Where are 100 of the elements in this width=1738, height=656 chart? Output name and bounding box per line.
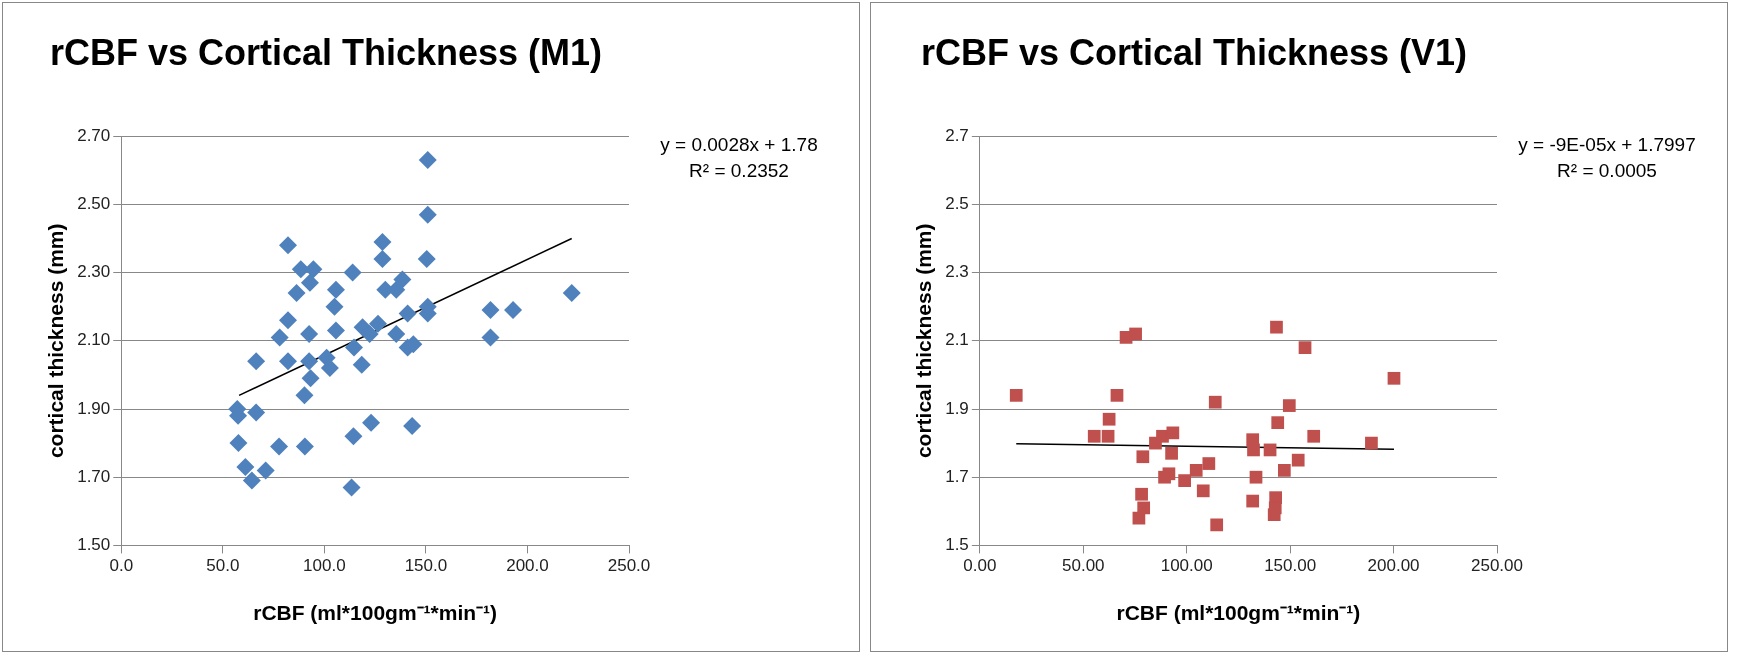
y-tick-label: 2.7 xyxy=(945,125,969,145)
point xyxy=(236,457,255,476)
point xyxy=(247,352,266,371)
y-tick-label: 1.9 xyxy=(945,398,969,418)
y-tick-label: 2.1 xyxy=(945,330,969,350)
y-tick-label: 1.90 xyxy=(77,398,111,418)
text: R² = 0.2352 xyxy=(689,159,789,181)
point xyxy=(1129,327,1142,341)
point xyxy=(1387,371,1401,385)
point xyxy=(418,151,437,170)
point xyxy=(398,304,417,323)
point xyxy=(1196,484,1210,498)
point xyxy=(320,359,339,378)
point xyxy=(1249,470,1263,484)
point xyxy=(287,284,306,303)
y-tick-label: 2.30 xyxy=(77,262,111,282)
point xyxy=(1202,457,1216,470)
point xyxy=(1210,518,1224,532)
point xyxy=(1087,429,1101,443)
x-tick-label: 100.00 xyxy=(1160,556,1213,576)
point xyxy=(387,324,406,343)
point xyxy=(279,236,298,255)
point xyxy=(562,284,581,303)
text: R² = 0.0005 xyxy=(1557,159,1657,181)
point xyxy=(1166,426,1180,440)
point xyxy=(1277,464,1291,477)
point xyxy=(1162,467,1176,481)
x-tick-label: 200.0 xyxy=(506,556,549,576)
point xyxy=(1165,446,1178,460)
point xyxy=(1102,412,1116,426)
y-tick-label: 1.70 xyxy=(77,466,111,486)
y-tick-label: 1.50 xyxy=(77,535,111,555)
point xyxy=(1136,450,1150,464)
point xyxy=(270,328,289,347)
point xyxy=(295,386,314,405)
point xyxy=(326,280,345,299)
y-axis-title: cortical thickness (mm) xyxy=(44,223,68,459)
x-tick-label: 0.0 xyxy=(109,556,134,576)
y-axis-title: cortical thickness (mm) xyxy=(912,223,936,459)
point xyxy=(295,437,314,456)
point xyxy=(1271,416,1285,429)
point xyxy=(481,328,500,347)
point xyxy=(242,471,261,490)
point xyxy=(301,369,320,388)
point xyxy=(256,461,275,480)
point xyxy=(300,352,319,371)
y-tick-label: 1.7 xyxy=(945,466,969,486)
point xyxy=(229,434,248,453)
chart-title: rCBF vs Cortical Thickness (M1) xyxy=(49,31,603,73)
x-tick-label: 250.00 xyxy=(1471,556,1523,576)
point xyxy=(270,437,289,456)
point xyxy=(1282,399,1296,412)
point xyxy=(1291,453,1305,467)
point xyxy=(325,297,344,316)
point xyxy=(300,273,319,292)
y-tick-label: 2.70 xyxy=(77,125,111,145)
x-axis-title: rCBF (ml*100gm⁻¹*min⁻¹) xyxy=(253,601,498,625)
y-tick-label: 2.3 xyxy=(945,262,969,282)
point xyxy=(1135,487,1148,501)
x-tick-label: 100.0 xyxy=(303,556,346,576)
point xyxy=(362,413,381,432)
point xyxy=(504,301,523,320)
point xyxy=(1365,436,1378,450)
point xyxy=(279,311,298,330)
point xyxy=(417,249,436,268)
point xyxy=(368,314,387,333)
point xyxy=(360,324,379,343)
point xyxy=(1178,474,1191,487)
point xyxy=(300,324,319,343)
x-tick-label: 150.00 xyxy=(1264,556,1317,576)
point xyxy=(326,321,345,340)
point xyxy=(343,263,362,282)
point xyxy=(1298,341,1312,354)
x-tick-label: 150.0 xyxy=(404,556,448,576)
point xyxy=(352,355,371,374)
point xyxy=(247,403,266,422)
point xyxy=(373,249,392,268)
x-tick-label: 200.00 xyxy=(1367,556,1420,576)
x-tick-label: 50.00 xyxy=(1061,556,1105,576)
point xyxy=(1247,443,1260,457)
point xyxy=(373,232,392,251)
chart-title: rCBF vs Cortical Thickness (V1) xyxy=(920,31,1468,73)
point xyxy=(1189,464,1203,477)
point xyxy=(403,417,422,436)
point xyxy=(1268,501,1282,515)
point xyxy=(1270,320,1283,334)
point xyxy=(393,270,412,289)
point xyxy=(1009,389,1023,402)
point xyxy=(1101,429,1115,443)
point xyxy=(418,205,437,224)
y-tick-label: 2.5 xyxy=(945,194,969,214)
point xyxy=(1110,389,1124,402)
text: y = -9E-05x + 1.7997 xyxy=(1518,133,1696,155)
x-tick-label: 50.0 xyxy=(206,556,240,576)
y-tick-label: 2.50 xyxy=(77,194,111,214)
point xyxy=(1149,436,1162,450)
text: y = 0.0028x + 1.78 xyxy=(660,133,818,155)
point xyxy=(342,478,361,497)
y-tick-label: 2.10 xyxy=(77,330,111,350)
point xyxy=(345,338,364,357)
